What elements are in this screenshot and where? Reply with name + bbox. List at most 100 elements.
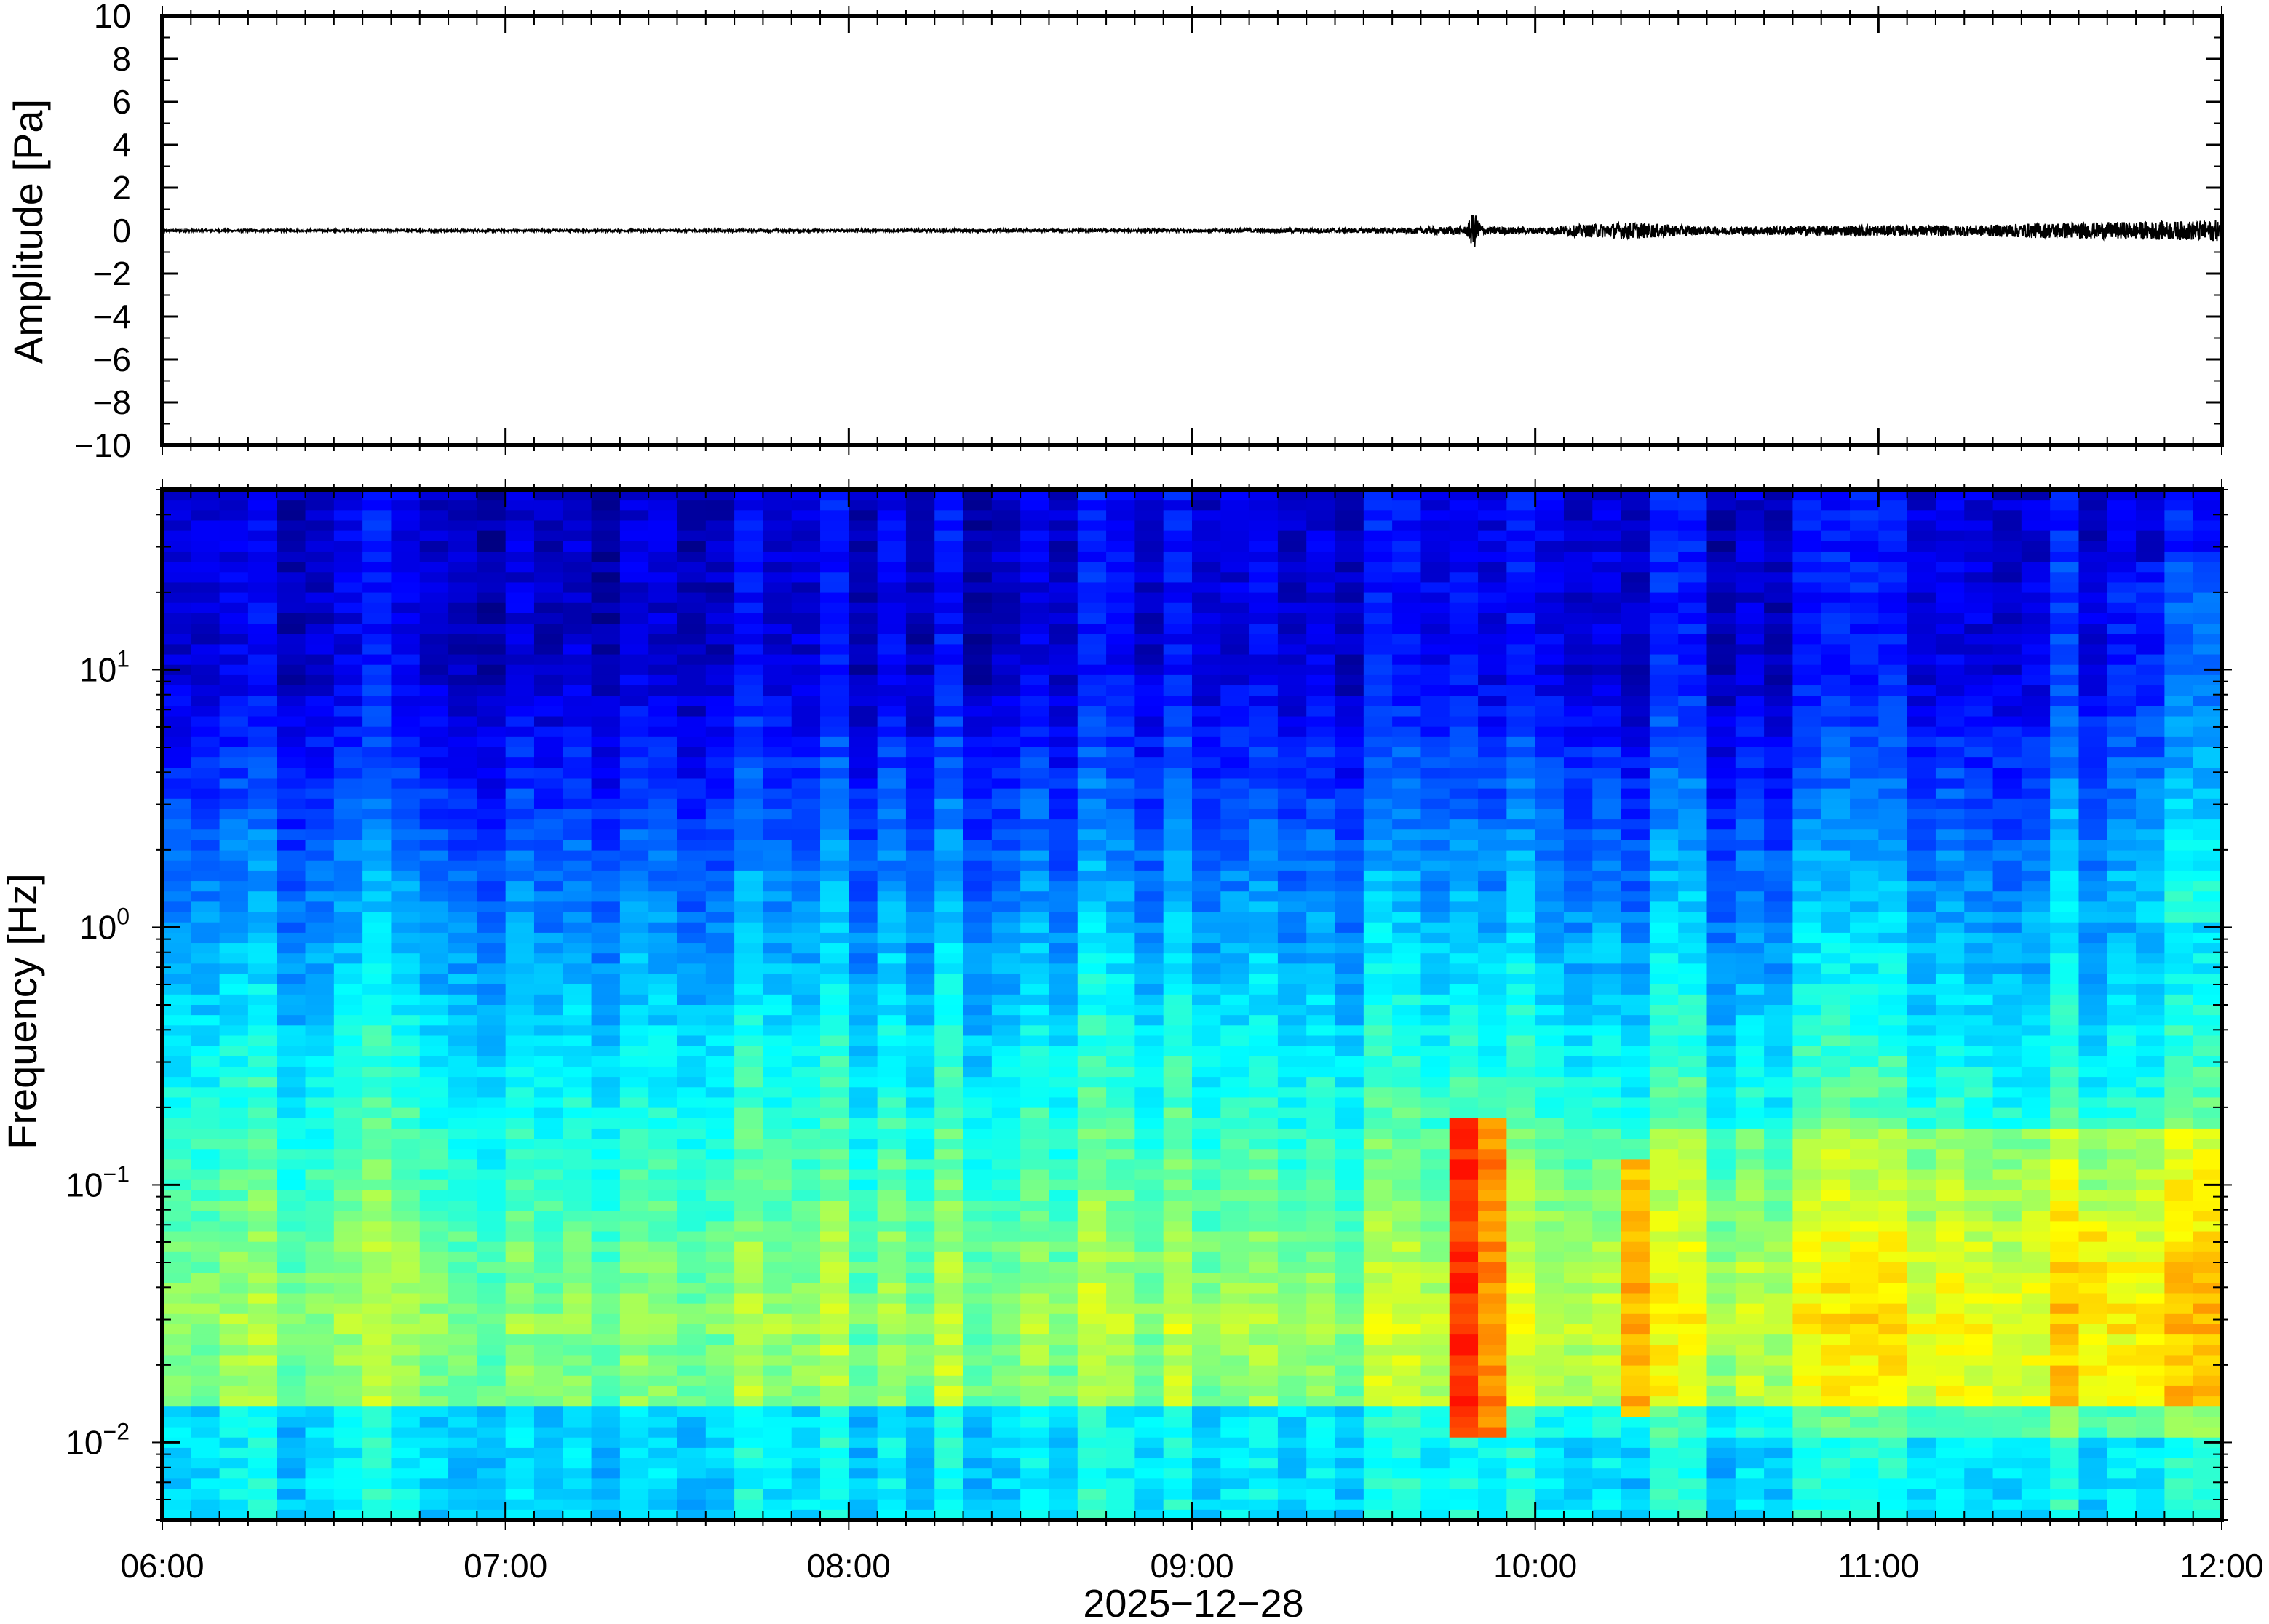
spectrogram-cell xyxy=(219,613,249,624)
spectrogram-cell xyxy=(820,1437,849,1449)
spectrogram-cell xyxy=(162,1097,191,1109)
spectrogram-cell xyxy=(277,1293,306,1305)
spectrogram-cell xyxy=(277,963,306,975)
spectrogram-cell xyxy=(162,1169,191,1181)
spectrogram-cell xyxy=(219,1303,249,1315)
spectrogram-cell xyxy=(1220,1159,1250,1171)
spectrogram-cell xyxy=(763,768,792,779)
spectrogram-cell xyxy=(677,1231,707,1243)
spectrogram-cell xyxy=(1077,891,1107,902)
spectrogram-cell xyxy=(991,1458,1021,1469)
spectrogram-cell xyxy=(533,1468,563,1479)
spectrogram-cell xyxy=(849,757,878,768)
spectrogram-cell xyxy=(963,788,993,800)
spectrogram-cell xyxy=(1192,984,1221,995)
spectrogram-cell xyxy=(1049,747,1078,758)
spectrogram-cell xyxy=(1020,1385,1050,1397)
spectrogram-cell xyxy=(1134,984,1164,995)
spectrogram-cell xyxy=(333,912,363,923)
spectrogram-cell xyxy=(1363,840,1393,851)
spectrogram-cell xyxy=(219,984,249,995)
spectrogram-cell xyxy=(1335,1221,1364,1233)
spectrogram-cell xyxy=(677,1201,707,1211)
spectrogram-cell xyxy=(477,808,506,820)
spectrogram-cell xyxy=(277,984,306,995)
spectrogram-cell xyxy=(1392,582,1422,594)
spectrogram-cell xyxy=(333,1159,363,1171)
spectrogram-cell xyxy=(820,1273,849,1283)
spectrogram-cell xyxy=(963,963,993,975)
spectrogram-cell xyxy=(1049,912,1078,923)
spectrogram-cell xyxy=(162,1293,191,1305)
spectrogram-cell xyxy=(1392,1149,1422,1160)
spectrogram-cell xyxy=(1106,551,1135,562)
spectrogram-cell xyxy=(1077,1458,1107,1469)
spectrogram-cell xyxy=(991,1107,1021,1119)
spectrogram-cell xyxy=(1077,1427,1107,1438)
spectrogram-cell xyxy=(533,644,563,656)
spectrogram-cell xyxy=(162,994,191,1006)
spectrogram-cell xyxy=(677,500,707,511)
spectrogram-cell xyxy=(619,551,649,562)
spectrogram-cell xyxy=(991,1005,1021,1016)
spectrogram-cell xyxy=(763,1097,792,1109)
spectrogram-cell xyxy=(1106,1035,1135,1047)
spectrogram-cell xyxy=(1077,829,1107,841)
spectrogram-cell xyxy=(677,860,707,872)
spectrogram-cell xyxy=(677,778,707,789)
spectrogram-cell xyxy=(963,870,993,882)
spectrogram-cell xyxy=(1249,870,1279,882)
spectrogram-cell xyxy=(533,1128,563,1139)
spectrogram-cell xyxy=(191,551,220,562)
spectrogram-cell xyxy=(705,1324,735,1335)
spectrogram-cell xyxy=(533,582,563,594)
spectrogram-cell xyxy=(391,1221,421,1233)
spectrogram-cell xyxy=(333,1273,363,1283)
spectrogram-cell xyxy=(1249,768,1279,779)
spectrogram-cell xyxy=(1020,1324,1050,1335)
spectrogram-cell xyxy=(333,1427,363,1438)
spectrogram-cell xyxy=(1020,1128,1050,1139)
spectrogram-cell xyxy=(820,1447,849,1459)
spectrogram-cell xyxy=(934,994,964,1006)
spectrogram-cell xyxy=(391,932,421,944)
spectrogram-cell xyxy=(763,1262,792,1273)
spectrogram-cell xyxy=(963,891,993,902)
spectrogram-cell xyxy=(1392,1221,1422,1233)
spectrogram-cell xyxy=(877,634,907,645)
spectrogram-cell xyxy=(1049,1179,1078,1191)
spectrogram-cell xyxy=(362,1283,392,1294)
spectrogram-cell xyxy=(1134,1221,1164,1233)
waveform-y-tick-label: −2 xyxy=(93,255,131,292)
spectrogram-cell xyxy=(963,602,993,614)
spectrogram-cell xyxy=(563,1375,592,1387)
spectrogram-cell xyxy=(705,1190,735,1201)
spectrogram-cell xyxy=(791,932,821,944)
spectrogram-cell xyxy=(648,1025,678,1037)
spectrogram-cell xyxy=(362,932,392,944)
spectrogram-cell xyxy=(1449,1303,1479,1315)
spectrogram-cell xyxy=(191,634,220,645)
spectrogram-cell xyxy=(1134,788,1164,800)
spectrogram-cell xyxy=(362,768,392,779)
spectrogram-cell xyxy=(763,1427,792,1438)
spectrogram-cell xyxy=(791,510,821,522)
spectrogram-cell xyxy=(1220,644,1250,656)
spectrogram-cell xyxy=(877,1303,907,1315)
spectrogram-cell xyxy=(162,582,191,594)
spectrogram-cell xyxy=(591,490,621,501)
spectrogram-cell xyxy=(1306,1066,1336,1078)
spectrogram-cell xyxy=(1020,1015,1050,1026)
spectrogram-cell xyxy=(477,490,506,501)
spectrogram-cell xyxy=(791,1221,821,1233)
spectrogram-cell xyxy=(333,1313,363,1325)
spectrogram-cell xyxy=(162,602,191,614)
spectrogram-cell xyxy=(619,490,649,501)
spectrogram-cell xyxy=(448,736,477,748)
spectrogram-cell xyxy=(1192,953,1221,964)
spectrogram-cell xyxy=(362,1324,392,1335)
spectrogram-cell xyxy=(1420,1241,1450,1253)
spectrogram-cell xyxy=(934,1025,964,1037)
spectrogram-cell xyxy=(791,1293,821,1305)
spectrogram-cell xyxy=(849,891,878,902)
